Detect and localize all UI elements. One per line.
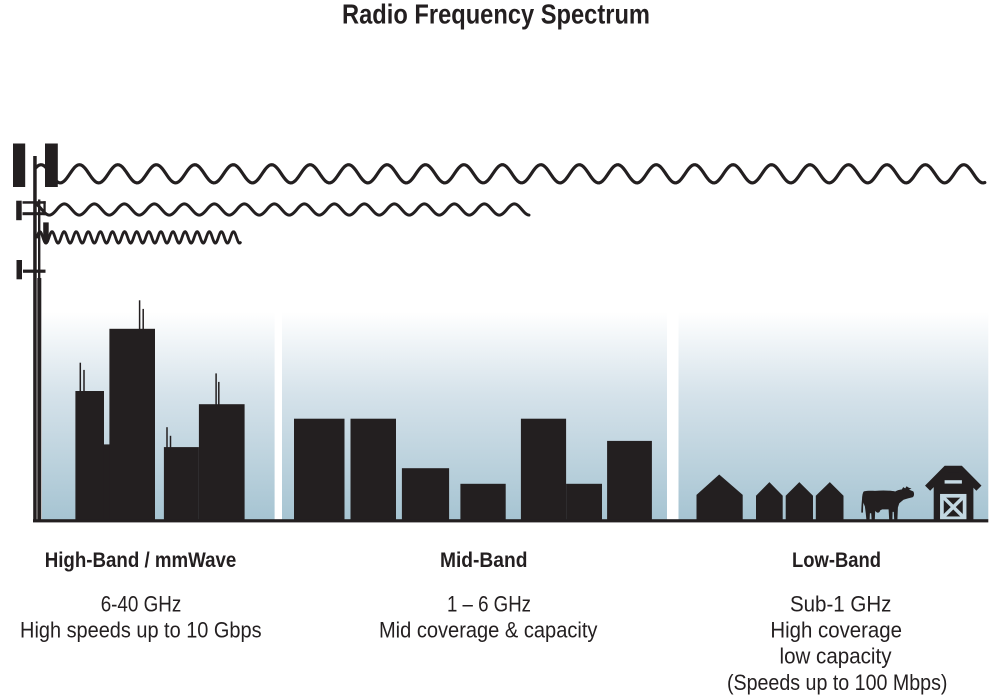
- svg-text:Radio Frequency Spectrum: Radio Frequency Spectrum: [342, 0, 650, 29]
- svg-text:Low-Band: Low-Band: [792, 548, 881, 572]
- svg-text:1 – 6 GHz: 1 – 6 GHz: [447, 592, 531, 617]
- svg-text:(Speeds up to 100 Mbps): (Speeds up to 100 Mbps): [727, 670, 948, 695]
- svg-text:Sub-1 GHz: Sub-1 GHz: [790, 592, 892, 617]
- svg-text:High coverage: High coverage: [770, 617, 902, 642]
- svg-text:low capacity: low capacity: [780, 644, 892, 669]
- svg-text:Mid coverage & capacity: Mid coverage & capacity: [379, 617, 598, 642]
- svg-text:Mid-Band: Mid-Band: [440, 548, 528, 572]
- svg-text:High-Band / mmWave: High-Band / mmWave: [45, 548, 237, 572]
- svg-text:6-40 GHz: 6-40 GHz: [101, 592, 182, 617]
- svg-text:High speeds up to 10 Gbps: High speeds up to 10 Gbps: [20, 617, 262, 642]
